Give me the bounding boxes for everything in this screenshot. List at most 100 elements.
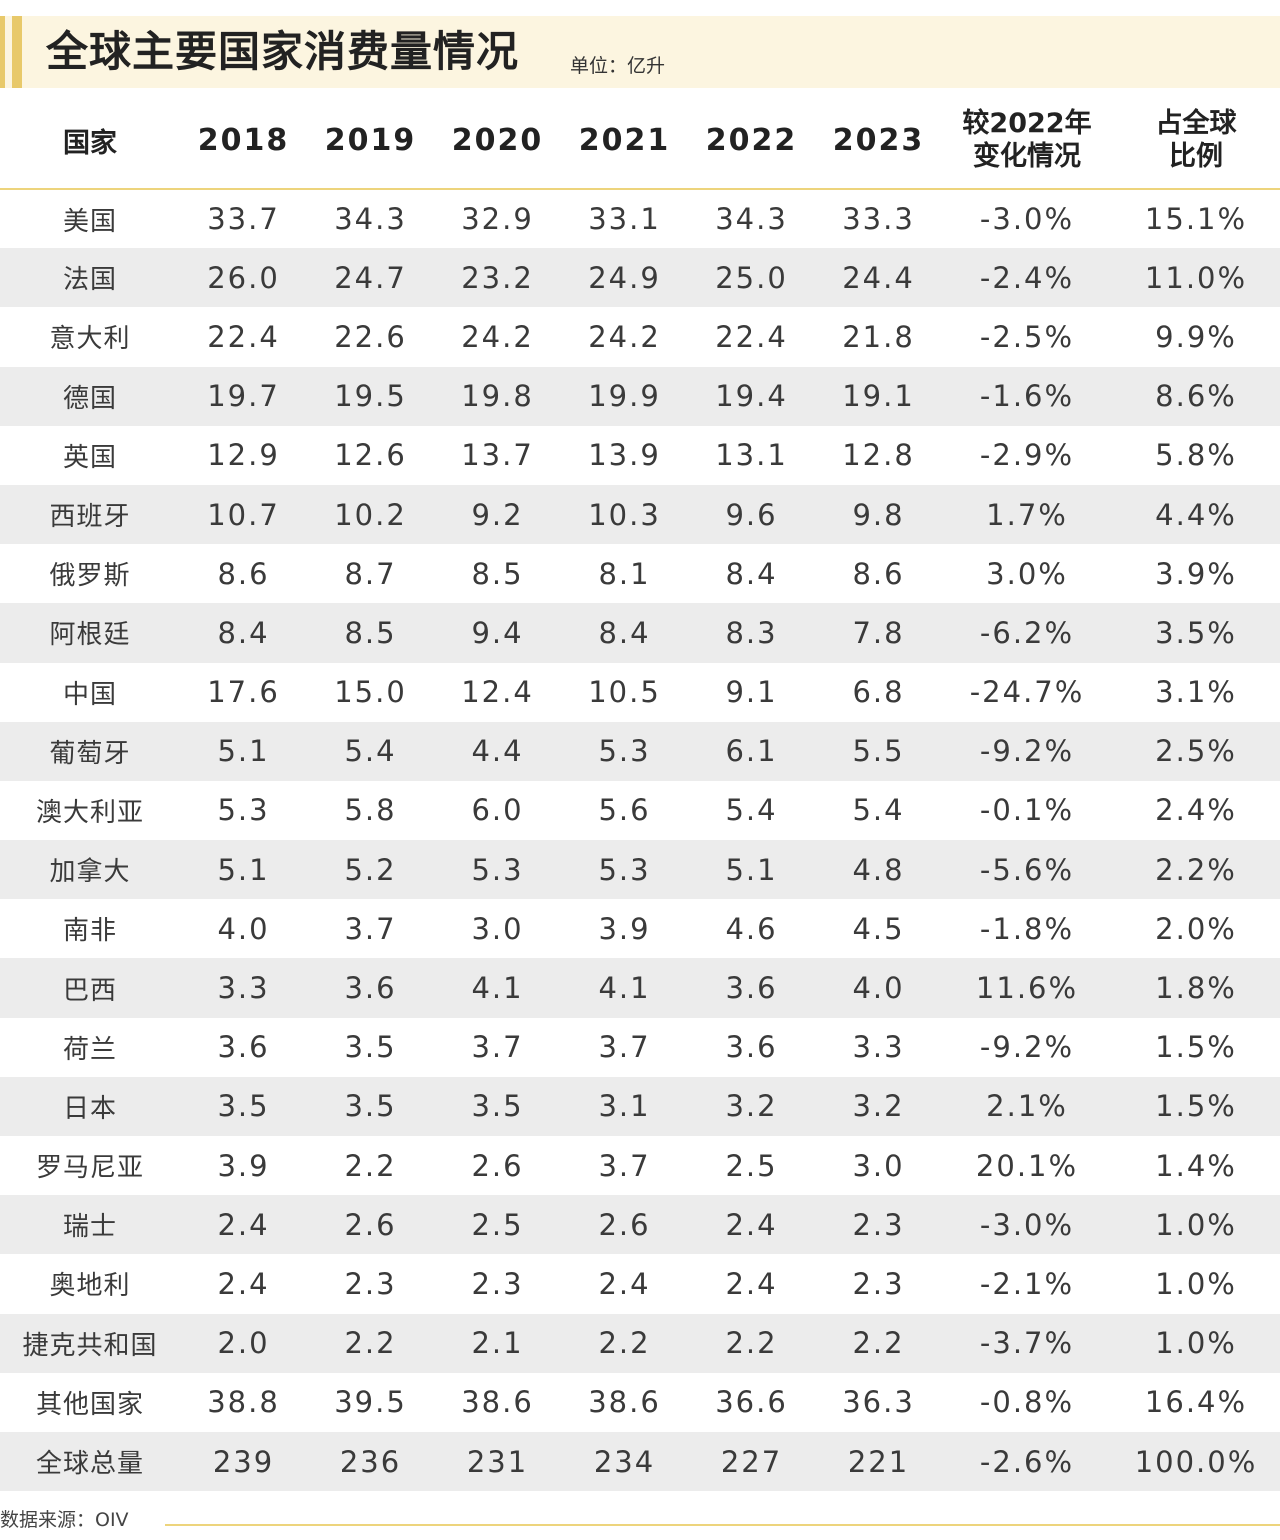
- value-cell: 3.3: [852, 1030, 905, 1065]
- value-cell: 236: [339, 1444, 402, 1479]
- source-divider: [165, 1524, 1280, 1526]
- value-cell: 24.2: [588, 319, 661, 354]
- table-row: 其他国家 38.8 39.5 38.6 38.6 36.6 36.3 -0.8% 16.4%: [0, 1373, 1280, 1432]
- value-cell: 4.4: [471, 734, 524, 769]
- table-row: 加拿大 5.1 5.2 5.3 5.3 5.1 4.8 -5.6% 2.2%: [0, 840, 1280, 900]
- value-cell: 33.3: [842, 202, 915, 237]
- value-cell: 5.6: [598, 793, 651, 828]
- value-cell: 10.7: [207, 497, 280, 532]
- value-cell: 22.4: [715, 319, 788, 354]
- value-cell: 3.5: [344, 1089, 397, 1124]
- value-cell: 1.0%: [1155, 1207, 1237, 1242]
- value-cell: 38.8: [207, 1385, 280, 1420]
- value-cell: 9.1: [725, 675, 778, 710]
- value-cell: 8.6%: [1155, 379, 1237, 414]
- value-cell: 1.0%: [1155, 1266, 1237, 1301]
- table-header: 国家 2018 2019 2020 2021 2022 2023 较2022年 变化情况 占全球比…: [0, 92, 1280, 190]
- table-row: 澳大利亚 5.3 5.8 6.0 5.6 5.4 5.4 -0.1% 2.4%: [0, 781, 1280, 840]
- country-cell: 瑞士: [62, 1212, 117, 1243]
- country-cell: 英国: [62, 442, 117, 473]
- table-row: 荷兰 3.6 3.5 3.7 3.7 3.6 3.3 -9.2% 1.5%: [0, 1018, 1280, 1077]
- value-cell: 3.0%: [986, 556, 1068, 591]
- unit-label: 单位：亿升: [570, 55, 666, 77]
- country-cell: 法国: [62, 265, 117, 296]
- value-cell: 17.6: [207, 675, 280, 710]
- value-cell: 3.7: [598, 1030, 651, 1065]
- table-row: 南非 4.0 3.7 3.0 3.9 4.6 4.5 -1.8% 2.0%: [0, 899, 1280, 958]
- value-cell: 5.3: [471, 852, 524, 887]
- table-row: 瑞士 2.4 2.6 2.5 2.6 2.4 2.3 -3.0% 1.0%: [0, 1195, 1280, 1255]
- value-cell: 22.4: [207, 319, 280, 354]
- header-row: 国家 2018 2019 2020 2021 2022 2023 较2022年 变化情况 占全球比…: [0, 92, 1280, 190]
- value-cell: -2.1%: [979, 1266, 1075, 1301]
- value-cell: 5.5: [852, 734, 905, 769]
- value-cell: 3.2: [725, 1089, 778, 1124]
- value-cell: 3.2: [852, 1089, 905, 1124]
- value-cell: 1.5%: [1155, 1030, 1237, 1065]
- table-row: 全球总量 239 236 231 234 227 221 -2.6% 100.0%: [0, 1431, 1280, 1492]
- country-cell: 全球总量: [35, 1449, 144, 1480]
- country-cell: 美国: [62, 206, 117, 237]
- value-cell: -9.2%: [979, 1030, 1075, 1065]
- value-cell: 9.2: [471, 497, 524, 532]
- value-cell: 20.1%: [975, 1148, 1079, 1183]
- value-cell: 4.8: [852, 852, 905, 887]
- value-cell: 12.8: [842, 438, 915, 473]
- value-cell: 2.0: [217, 1326, 270, 1361]
- value-cell: 3.6: [725, 971, 778, 1006]
- country-cell: 荷兰: [62, 1034, 117, 1065]
- table-body: 美国 33.7 34.3 32.9 33.1 34.3 33.3 -3.0% 15.1% 法国 26…: [0, 189, 1280, 1492]
- value-cell: -24.7%: [969, 675, 1085, 710]
- value-cell: 8.4: [725, 556, 778, 591]
- value-cell: 1.0%: [1155, 1326, 1237, 1361]
- value-cell: 32.9: [461, 202, 534, 237]
- value-cell: 12.9: [207, 438, 280, 473]
- table-row: 罗马尼亚 3.9 2.2 2.6 3.7 2.5 3.0 20.1% 1.4%: [0, 1136, 1280, 1195]
- value-cell: 34.3: [334, 202, 407, 237]
- value-cell: 11.6%: [975, 971, 1079, 1006]
- value-cell: 3.6: [217, 1030, 270, 1065]
- value-cell: 5.1: [217, 734, 270, 769]
- country-cell: 加拿大: [49, 857, 131, 888]
- value-cell: 5.4: [344, 734, 397, 769]
- value-cell: 2.2: [598, 1326, 651, 1361]
- value-cell: 2.4: [217, 1207, 270, 1242]
- value-cell: 9.6: [725, 497, 778, 532]
- table-row: 阿根廷 8.4 8.5 9.4 8.4 8.3 7.8 -6.2% 3.5%: [0, 603, 1280, 663]
- value-cell: 9.4: [471, 615, 524, 650]
- value-cell: 2.4: [725, 1266, 778, 1301]
- value-cell: 6.0: [471, 793, 524, 828]
- value-cell: 23.2: [461, 260, 534, 295]
- value-cell: 3.7: [344, 911, 397, 946]
- value-cell: -1.8%: [979, 911, 1075, 946]
- table-row: 葡萄牙 5.1 5.4 4.4 5.3 6.1 5.5 -9.2% 2.5%: [0, 721, 1280, 781]
- country-cell: 德国: [62, 383, 117, 414]
- value-cell: 8.5: [471, 556, 524, 591]
- value-cell: 24.4: [842, 260, 915, 295]
- value-cell: -3.7%: [979, 1326, 1075, 1361]
- table-row: 意大利 22.4 22.6 24.2 24.2 22.4 21.8 -2.5% 9.9%: [0, 307, 1280, 366]
- value-cell: 8.4: [217, 615, 270, 650]
- value-cell: 5.3: [217, 793, 270, 828]
- value-cell: 2.6: [598, 1207, 651, 1242]
- table-row: 巴西 3.3 3.6 4.1 4.1 3.6 4.0 11.6% 1.8%: [0, 958, 1280, 1018]
- value-cell: 12.6: [334, 438, 407, 473]
- value-cell: 6.1: [725, 734, 778, 769]
- value-cell: 6.8: [852, 675, 905, 710]
- country-cell: 俄罗斯: [49, 561, 131, 592]
- value-cell: -0.1%: [979, 793, 1075, 828]
- value-cell: 3.5: [471, 1089, 524, 1124]
- value-cell: 100.0%: [1134, 1444, 1258, 1479]
- value-cell: 2.4: [598, 1266, 651, 1301]
- value-cell: 36.3: [842, 1385, 915, 1420]
- value-cell: 38.6: [588, 1385, 661, 1420]
- column-header: 占全球 比例: [1112, 92, 1280, 190]
- table-row: 俄罗斯 8.6 8.7 8.5 8.1 8.4 8.6 3.0% 3.9%: [0, 544, 1280, 603]
- value-cell: 3.6: [344, 971, 397, 1006]
- table-row: 捷克共和国 2.0 2.2 2.1 2.2 2.2 2.2 -3.7% 1.0%: [0, 1313, 1280, 1373]
- value-cell: 2.2: [344, 1148, 397, 1183]
- value-cell: 3.5: [217, 1089, 270, 1124]
- column-header: 国家: [0, 92, 180, 190]
- country-cell: 奥地利: [49, 1271, 131, 1302]
- column-header: 较2022年 变化情况: [942, 92, 1112, 190]
